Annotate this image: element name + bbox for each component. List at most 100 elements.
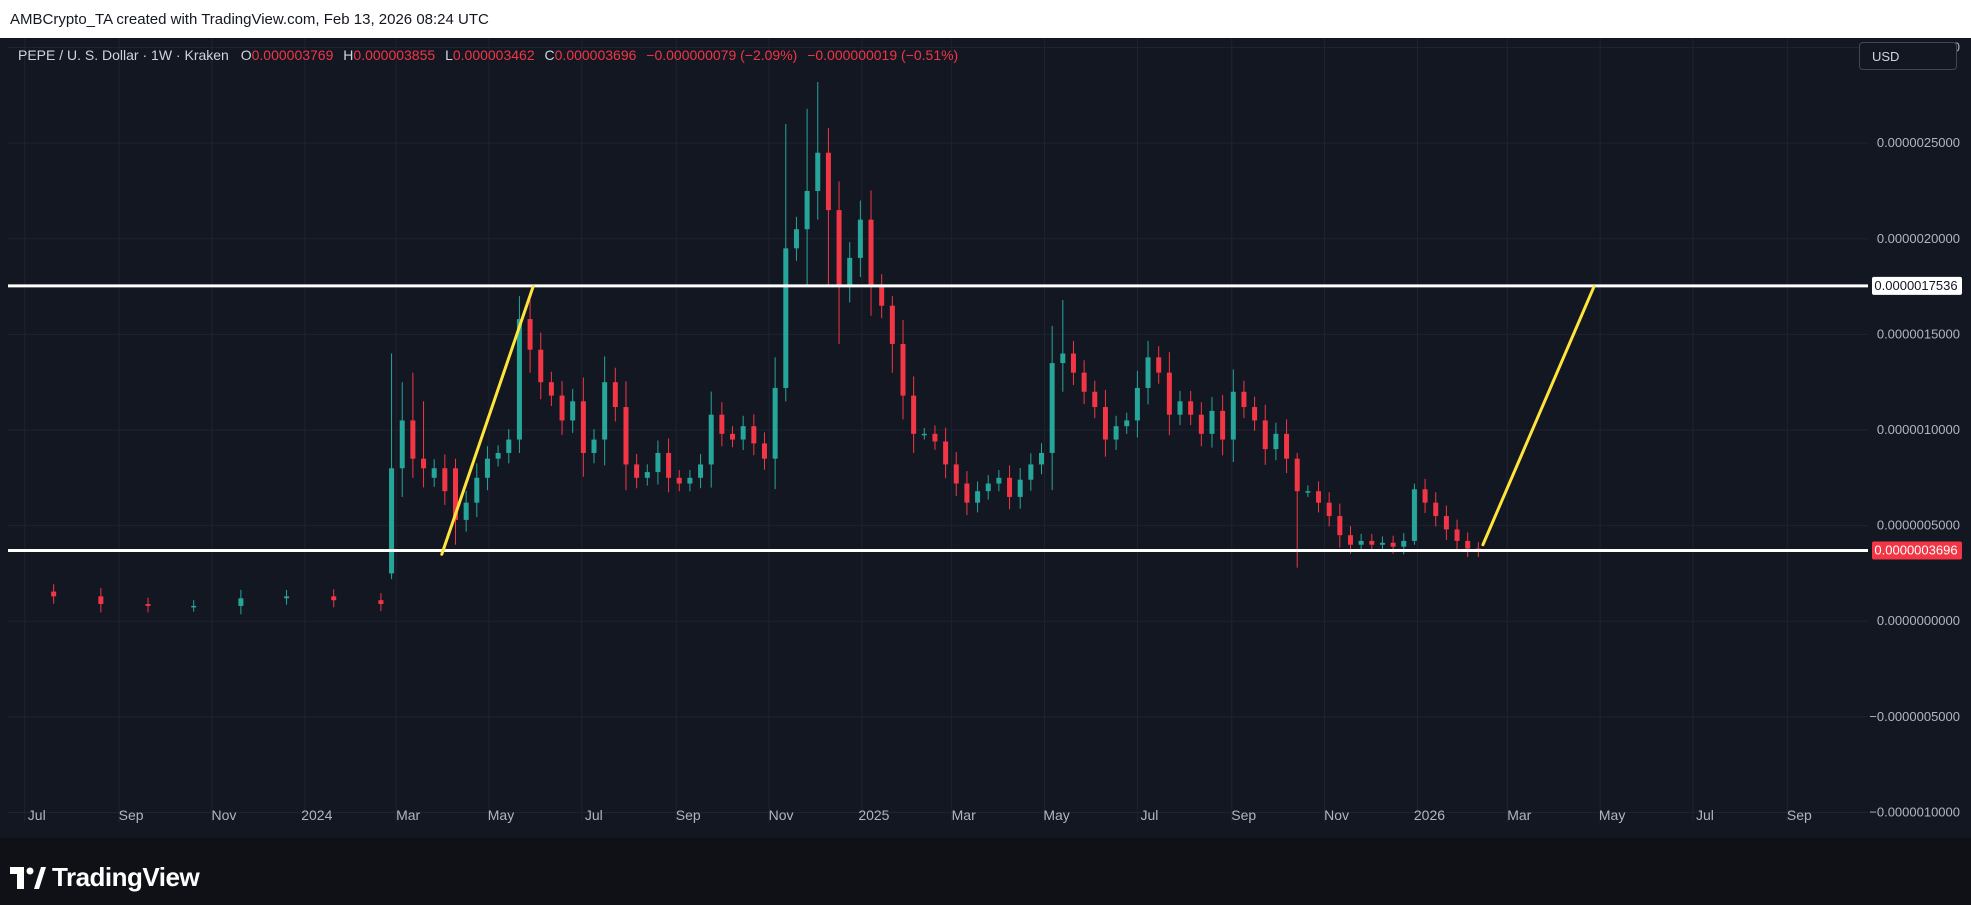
- candle-body: [431, 468, 437, 478]
- x-tick-label: Jul: [28, 807, 46, 823]
- y-tick-label: 0.0000020000: [1877, 231, 1960, 246]
- x-tick-label: Sep: [1231, 807, 1256, 823]
- candle-body: [964, 483, 970, 503]
- candle-body: [921, 433, 927, 436]
- x-tick-label: Nov: [212, 807, 237, 823]
- candle-body: [1081, 372, 1087, 392]
- candle-body: [676, 477, 682, 484]
- candle-body: [1358, 540, 1364, 545]
- x-tick-label: Sep: [1787, 807, 1812, 823]
- candle-body: [559, 395, 565, 421]
- candle-body: [996, 477, 1002, 484]
- attribution-text: AMBCrypto_TA created with TradingView.co…: [10, 11, 489, 28]
- candle-body: [1134, 387, 1140, 421]
- candle-body: [815, 152, 821, 191]
- chart-area[interactable]: 0.00000300000.00000250000.00000200000.00…: [4, 38, 1967, 838]
- candle-body: [527, 319, 533, 350]
- candle-body: [1209, 410, 1215, 434]
- x-tick-label: Jul: [1140, 807, 1158, 823]
- x-tick-label: Sep: [676, 807, 701, 823]
- candle-body: [442, 468, 448, 492]
- candle-body: [1220, 410, 1226, 440]
- candle-body: [1039, 452, 1045, 465]
- candle-body: [1347, 535, 1353, 545]
- candle-body: [1017, 479, 1023, 497]
- candle-body: [516, 319, 522, 440]
- candle-body: [900, 343, 906, 396]
- candle-body: [836, 210, 842, 287]
- candle-body: [804, 190, 810, 230]
- tradingview-logo-text: TradingView: [52, 862, 200, 892]
- candle-body: [1092, 391, 1098, 408]
- x-tick-label: May: [1043, 807, 1069, 823]
- trend-line: [440, 285, 535, 556]
- candle-body: [1049, 363, 1055, 453]
- legend-open-value: 0.000003769: [251, 47, 334, 63]
- price-label-box: [1872, 276, 1962, 295]
- candle-body: [1102, 407, 1108, 440]
- candle-body: [751, 426, 757, 444]
- candle-body: [1369, 540, 1375, 545]
- candle-body: [1443, 516, 1449, 530]
- candle-body: [191, 605, 197, 608]
- candle-body: [793, 229, 799, 249]
- y-tick-label: −0.0000005000: [1869, 709, 1960, 724]
- price-label: 0.0000017536: [1874, 278, 1957, 293]
- candle-body: [655, 452, 661, 473]
- candle-body: [1465, 540, 1471, 549]
- attribution-bar: AMBCrypto_TA created with TradingView.co…: [0, 0, 1971, 38]
- x-tick-label: Mar: [1507, 807, 1531, 823]
- candle-body: [1230, 391, 1236, 440]
- candle-body: [1294, 458, 1300, 492]
- candle-body: [591, 439, 597, 453]
- candle-body: [1454, 529, 1460, 541]
- legend-low-value: 0.000003462: [452, 47, 535, 63]
- candle-body: [708, 414, 714, 465]
- candle-body: [1284, 433, 1290, 459]
- candle-body: [1113, 426, 1119, 440]
- candle-body: [399, 420, 405, 469]
- candle-body: [410, 420, 416, 459]
- candle-body: [687, 477, 693, 484]
- legend-symbol[interactable]: PEPE / U. S. Dollar · 1W · Kraken: [18, 47, 229, 63]
- candle-body: [1070, 353, 1076, 373]
- candle-body: [623, 407, 629, 465]
- candle-body: [452, 468, 458, 520]
- candle-body: [1241, 391, 1247, 408]
- x-tick-label: Nov: [769, 807, 794, 823]
- candle-body: [1124, 420, 1130, 427]
- candle-body: [1422, 489, 1428, 503]
- candle-body: [602, 382, 608, 440]
- y-tick-label: 0.0000000000: [1877, 613, 1960, 628]
- candle-body: [506, 439, 512, 453]
- y-tick-label: 0.0000010000: [1877, 422, 1960, 437]
- legend-close-label: C: [544, 47, 555, 63]
- price-label-box: [1872, 541, 1962, 560]
- currency-button[interactable]: USD: [1859, 42, 1957, 70]
- tradingview-logo[interactable]: TradingView: [10, 862, 200, 893]
- candle-body: [1337, 516, 1343, 536]
- candle-body: [612, 382, 618, 408]
- candle-body: [698, 464, 704, 478]
- x-tick-label: Sep: [119, 807, 144, 823]
- candle-body: [1166, 372, 1172, 415]
- legend-high-value: 0.000003855: [353, 47, 436, 63]
- symbol-legend: PEPE / U. S. Dollar · 1W · Kraken O0.000…: [18, 47, 958, 63]
- candle-body: [644, 472, 650, 478]
- candle-body: [975, 491, 981, 503]
- x-tick-label: May: [488, 807, 514, 823]
- y-tick-label: 0.0000015000: [1877, 326, 1960, 341]
- candle-body: [284, 596, 290, 599]
- candle-body: [879, 286, 885, 306]
- candle-body: [1433, 502, 1439, 517]
- candle-body: [666, 452, 672, 478]
- chart-svg[interactable]: 0.00000300000.00000250000.00000200000.00…: [4, 38, 1967, 838]
- legend-open-label: O: [240, 47, 252, 63]
- candle-body: [1305, 491, 1311, 493]
- candle-body: [1411, 489, 1417, 541]
- candle-body: [783, 248, 789, 388]
- candle-body: [985, 483, 991, 492]
- candle-body: [1145, 357, 1151, 388]
- candle-body: [474, 477, 480, 503]
- candle-body: [730, 433, 736, 440]
